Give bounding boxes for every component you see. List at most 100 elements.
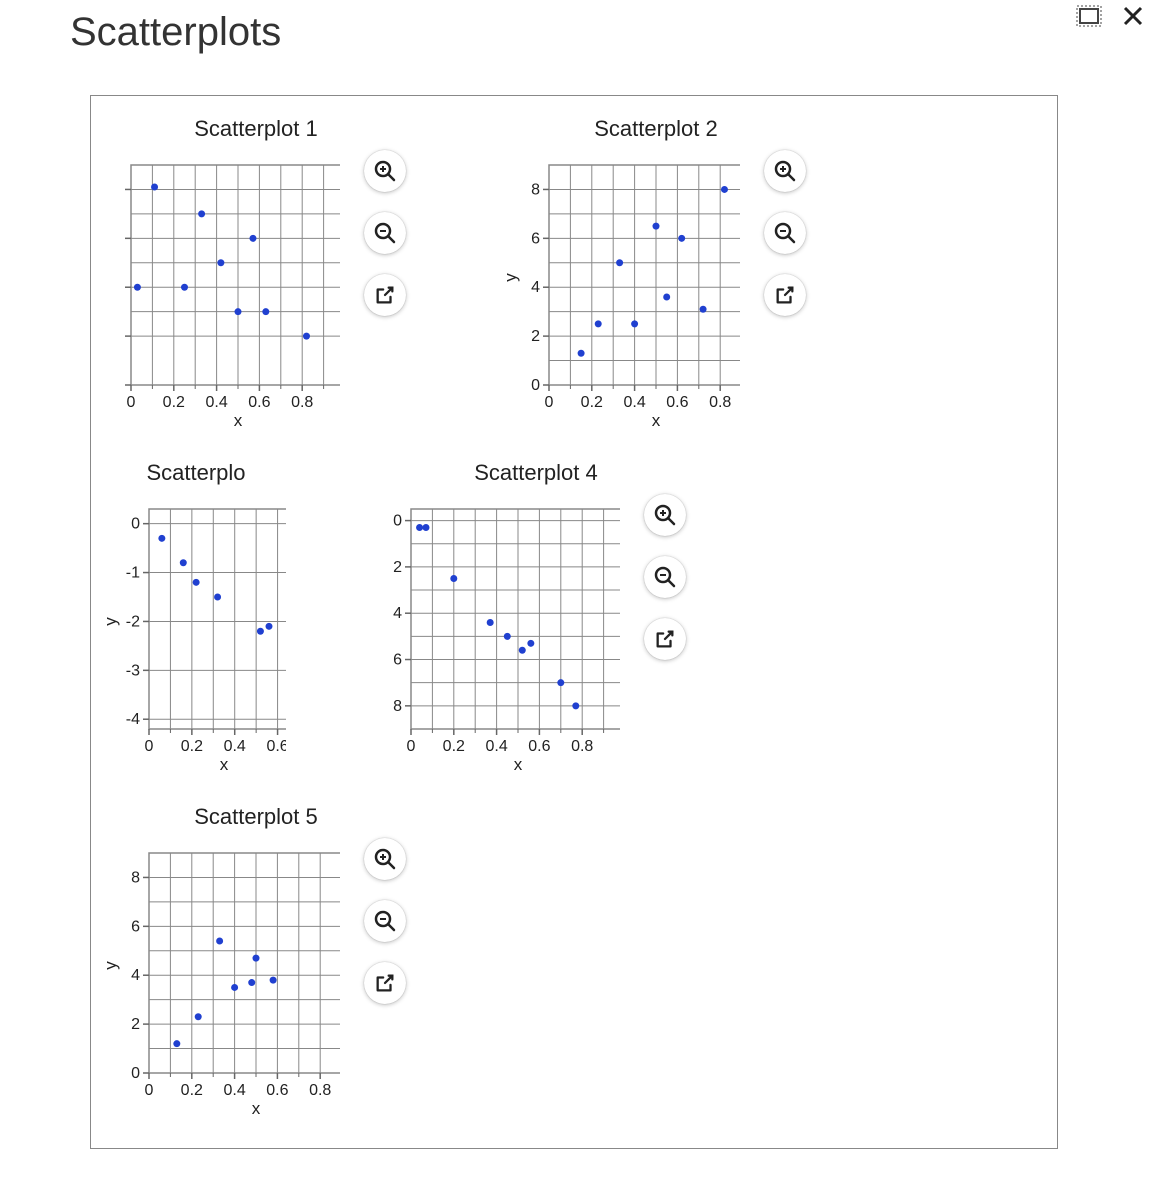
y-tick-label: 2 <box>393 559 402 576</box>
zoom-in-button[interactable] <box>764 150 806 192</box>
y-tick-label: 8 <box>531 181 540 198</box>
data-point <box>450 575 457 582</box>
y-tick-label: 8 <box>131 869 140 886</box>
popout-button[interactable] <box>644 618 686 660</box>
x-tick-label: 0.4 <box>224 738 246 755</box>
x-tick-label: 0.2 <box>163 394 185 411</box>
x-tick-label: 0.6 <box>266 1082 288 1099</box>
plot-title: Scatterplot 2 <box>506 116 806 142</box>
data-point <box>416 524 423 531</box>
plot-title: Scatterplo <box>106 460 286 486</box>
data-point <box>180 559 187 566</box>
x-tick-label: 0 <box>407 738 416 755</box>
data-point <box>257 628 264 635</box>
plot-controls <box>364 150 406 316</box>
data-point <box>572 702 579 709</box>
x-tick-label: 0 <box>544 394 553 411</box>
x-tick-label: 0.4 <box>205 394 227 411</box>
y-tick-label: 2 <box>531 328 540 345</box>
data-point <box>194 1013 201 1020</box>
zoom-in-button[interactable] <box>644 494 686 536</box>
zoom-in-button[interactable] <box>364 150 406 192</box>
x-tick-label: 0 <box>127 394 136 411</box>
data-point <box>193 579 200 586</box>
x-tick-label: 0.2 <box>181 738 203 755</box>
popout-button[interactable] <box>364 274 406 316</box>
scatter-plot: 00.20.40.6-4-3-2-10x <box>124 504 286 774</box>
y-axis-label-box: y <box>106 504 124 774</box>
x-tick-label: 0.6 <box>248 394 270 411</box>
x-tick-label: 0 <box>144 1082 153 1099</box>
popout-button[interactable] <box>364 962 406 1004</box>
x-tick-label: 0.4 <box>485 738 507 755</box>
data-point <box>266 623 273 630</box>
data-point <box>663 294 670 301</box>
x-tick-label: 0.8 <box>571 738 593 755</box>
data-point <box>487 619 494 626</box>
data-point <box>252 955 259 962</box>
data-point <box>303 333 310 340</box>
y-tick-label: 0 <box>531 377 540 394</box>
x-tick-label: 0 <box>145 738 154 755</box>
plot-controls <box>644 494 686 660</box>
popout-button[interactable] <box>764 274 806 316</box>
x-axis-label: x <box>514 755 523 774</box>
x-tick-label: 0.8 <box>709 394 731 411</box>
plot-title: Scatterplot 1 <box>106 116 406 142</box>
y-tick-label: 8 <box>393 698 402 715</box>
plot-title: Scatterplot 5 <box>106 804 406 830</box>
y-axis-label: y <box>106 617 120 626</box>
y-tick-label: -1 <box>126 565 140 582</box>
y-tick-label: -2 <box>126 613 140 630</box>
zoom-out-button[interactable] <box>364 900 406 942</box>
data-point <box>504 633 511 640</box>
data-point <box>248 979 255 986</box>
y-tick-label: 0 <box>131 1065 140 1082</box>
data-point <box>151 184 158 191</box>
x-tick-label: 0.4 <box>223 1082 245 1099</box>
data-point <box>262 308 269 315</box>
y-tick-label: -4 <box>126 711 140 728</box>
data-point <box>577 350 584 357</box>
plot-cell: Scatterploy00.20.40.6-4-3-2-10x <box>106 460 286 774</box>
y-tick-label: 6 <box>393 652 402 669</box>
y-tick-label: 2 <box>131 1016 140 1033</box>
y-tick-label: 0 <box>393 513 402 530</box>
x-axis-label: x <box>234 411 243 430</box>
plot-cell: Scatterplot 2y00.20.40.60.8102468x <box>506 116 806 430</box>
data-point <box>158 535 165 542</box>
data-point <box>269 977 276 984</box>
window-controls <box>1076 5 1144 27</box>
zoom-in-button[interactable] <box>364 838 406 880</box>
y-tick-label: 6 <box>531 230 540 247</box>
x-tick-label: 0.6 <box>528 738 550 755</box>
data-point <box>235 308 242 315</box>
y-tick-label: -3 <box>126 662 140 679</box>
y-tick-label: 0 <box>131 516 140 533</box>
data-point <box>249 235 256 242</box>
data-point <box>231 984 238 991</box>
data-point <box>198 210 205 217</box>
scatter-plot: 00.20.40.60.8102468x <box>124 848 340 1118</box>
data-point <box>678 235 685 242</box>
plot-controls <box>764 150 806 316</box>
dashed-box-icon[interactable] <box>1076 5 1102 27</box>
page-title: Scatterplots <box>70 10 1134 55</box>
plot-cell: Scatterplot 400.20.40.60.8186420x <box>386 460 686 774</box>
x-tick-label: 0.2 <box>180 1082 202 1099</box>
zoom-out-button[interactable] <box>764 212 806 254</box>
x-tick-label: 0.6 <box>266 738 286 755</box>
x-tick-label: 0.6 <box>666 394 688 411</box>
data-point <box>527 640 534 647</box>
close-icon[interactable] <box>1122 5 1144 27</box>
data-point <box>631 320 638 327</box>
scatter-plot: 00.20.40.60.8186420x <box>386 504 620 774</box>
y-axis-label-box: y <box>506 160 524 430</box>
data-point <box>216 938 223 945</box>
zoom-out-button[interactable] <box>364 212 406 254</box>
y-axis-label-box: y <box>106 848 124 1118</box>
y-tick-label: 4 <box>131 967 140 984</box>
data-point <box>594 320 601 327</box>
zoom-out-button[interactable] <box>644 556 686 598</box>
x-tick-label: 0.8 <box>309 1082 331 1099</box>
